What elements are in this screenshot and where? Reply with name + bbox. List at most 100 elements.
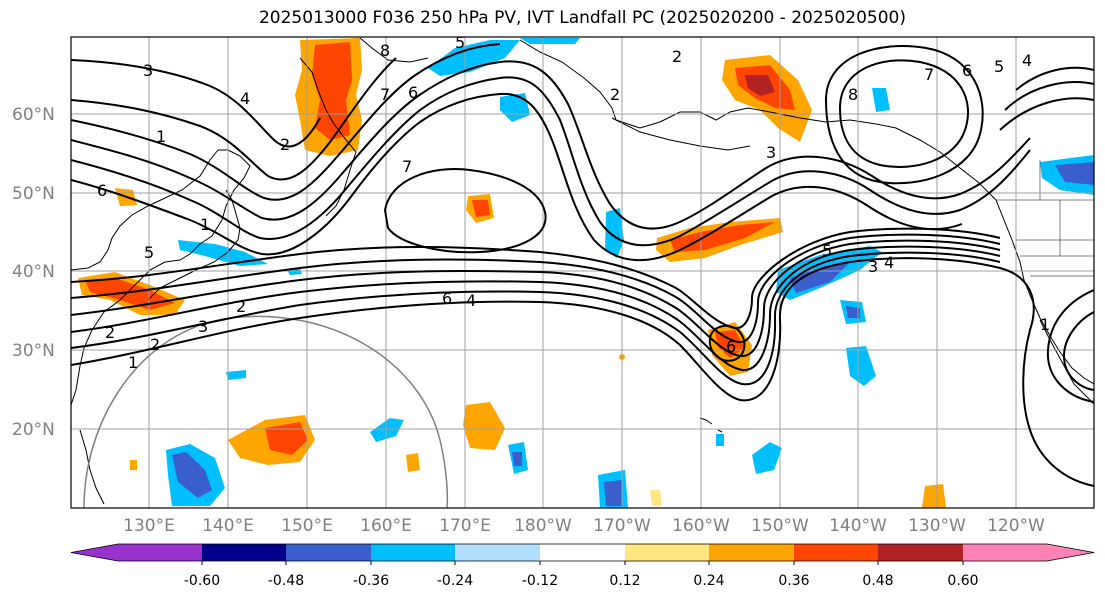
pv-contour-line: [71, 92, 963, 262]
north-america-coastline: [995, 199, 1094, 385]
lon-label: 150°W: [751, 516, 809, 536]
pv-strong-blob: [265, 422, 308, 455]
colorbar-swatch: [794, 544, 878, 561]
colorbar-extend-max: [1047, 544, 1094, 561]
pv-contour-line: [71, 43, 501, 201]
colorbar-extend-min: [71, 544, 118, 561]
contour-label: 3: [766, 143, 776, 162]
pv-negative-blob: [520, 38, 580, 44]
pv-strong-blob: [312, 42, 352, 140]
contour-label: 5: [822, 241, 832, 260]
colorbar-ticks: -0.60 -0.48 -0.36 -0.24 -0.12 0.12 0.24 …: [184, 573, 979, 589]
latitude-labels: 60°N 50°N 40°N 30°N 20°N: [12, 105, 55, 440]
lat-label: 40°N: [12, 262, 55, 282]
pv-negative-blob: [370, 418, 404, 442]
contour-label: 2: [105, 323, 115, 342]
contour-label: 4: [884, 253, 894, 272]
pv-positive-blob: [922, 484, 946, 508]
pv-negative-blob: [716, 434, 724, 446]
colorbar-tick-label: 0.36: [778, 573, 809, 589]
pv-contour-line: [708, 324, 746, 362]
pv-negative-blob: [178, 240, 268, 266]
colorbar-tick-label: -0.60: [184, 573, 220, 589]
pv-strong-blob: [85, 278, 175, 310]
lon-label: 150°E: [281, 516, 333, 536]
pv-contour-line: [383, 168, 547, 254]
pv-contour-line: [71, 233, 1001, 344]
pv-contour-line: [71, 257, 1001, 402]
lon-label: 130°W: [908, 516, 966, 536]
pv-contour-line: [838, 59, 969, 168]
gridlines: [71, 37, 1094, 508]
contour-label: 6: [962, 61, 972, 80]
lon-label: 160°W: [672, 516, 730, 536]
contour-label: 6: [726, 337, 736, 356]
colorbar-swatch: [878, 544, 963, 561]
colorbar-outline: [70, 543, 1095, 562]
contour-label: 1: [128, 353, 138, 372]
colorbar-swatch: [202, 544, 286, 561]
pv-contour-line: [824, 45, 984, 185]
alaska-coastline: [519, 39, 997, 201]
contour-label: 7: [924, 65, 934, 84]
colorbar-tick-label: 0.12: [609, 573, 640, 589]
contour-label: 2: [610, 85, 620, 104]
aleutians-coastline: [611, 117, 751, 151]
lon-label: 180°W: [514, 516, 572, 536]
pv-contour-line: [71, 57, 397, 181]
pv-contour-line: [71, 59, 321, 148]
colorbar-tick-label: 0.60: [947, 573, 978, 589]
pv-contour-line: [71, 76, 1031, 247]
contour-label: 2: [236, 297, 246, 316]
contour-label: 5: [455, 33, 465, 52]
pv-positive-blob: [130, 460, 137, 470]
lon-label: 120°W: [987, 516, 1045, 536]
pv-contour-line: [71, 60, 1031, 230]
lon-label: 170°W: [593, 516, 651, 536]
colorbar: -0.60 -0.48 -0.36 -0.24 -0.12 0.12 0.24 …: [70, 543, 1095, 589]
pv-strong-blob: [670, 222, 775, 252]
contour-label: 2: [672, 47, 682, 66]
contour-label: 5: [994, 57, 1004, 76]
contour-label: 2: [150, 335, 160, 354]
lat-label: 50°N: [12, 184, 55, 204]
pv-negative-blob: [428, 40, 520, 76]
pv-strong-negative-blob: [172, 452, 212, 498]
colorbar-tick-label: 0.24: [693, 573, 724, 589]
pv-strong-negative-blob: [1055, 162, 1094, 185]
colorbar-tick-label: -0.36: [353, 573, 389, 589]
colorbar-tick-label: 0.48: [862, 573, 893, 589]
pv-contour-line: [1046, 289, 1094, 403]
pv-positive-blob: [406, 453, 420, 472]
pv-negative-blob: [226, 370, 246, 380]
lat-label: 20°N: [12, 420, 55, 440]
contour-label: 4: [1022, 51, 1032, 70]
siberia-coastline: [359, 37, 429, 63]
pv-negative-blob: [872, 88, 890, 112]
range-ring: [83, 315, 449, 508]
lon-label: 170°E: [439, 516, 491, 536]
asia-coastline: [71, 149, 251, 406]
contour-label: 3: [143, 61, 153, 80]
pv-strong-negative-blob: [512, 452, 522, 466]
pv-negative-blob: [605, 208, 624, 258]
pv-strong-blob: [715, 330, 745, 358]
map-background: [71, 37, 1094, 508]
contour-label: 4: [240, 89, 250, 108]
lon-label: 140°E: [202, 516, 254, 536]
pv-contour-line: [71, 251, 1001, 386]
colorbar-swatch: [455, 544, 540, 561]
pv-strong-negative-blob: [790, 262, 850, 293]
pv-extreme-blob: [745, 75, 775, 96]
border-line: [996, 199, 1094, 277]
pv-contour-line: [71, 245, 1001, 372]
contour-label: 7: [380, 85, 390, 104]
contour-labels: 3 4 1 2 6 5 1 2 7 6 8 5 7 2 1 3 6 4 5 4 …: [97, 33, 1050, 372]
colorbar-swatch: [625, 544, 709, 561]
lon-label: 140°W: [829, 516, 887, 536]
pv-contour-line: [999, 267, 1094, 487]
lat-label: 30°N: [12, 341, 55, 361]
pv-strong-blob: [472, 200, 490, 217]
contour-label: 3: [198, 317, 208, 336]
